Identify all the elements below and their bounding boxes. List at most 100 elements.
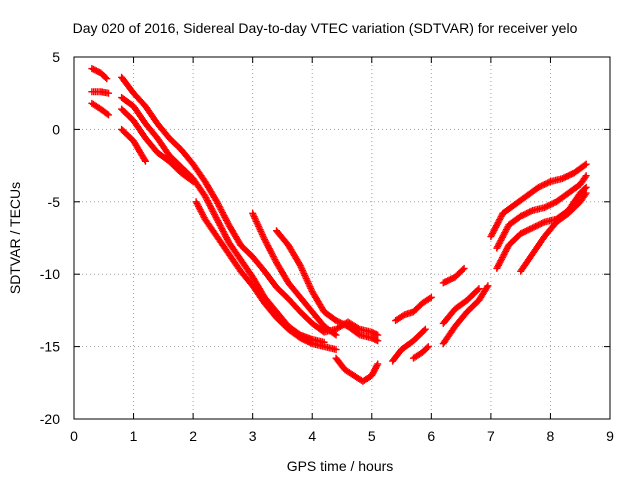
data-point <box>496 238 504 246</box>
y-tick-label: -10 <box>40 266 60 282</box>
data-point <box>498 235 506 243</box>
data-series <box>88 65 590 385</box>
data-point <box>582 172 590 180</box>
data-point <box>299 268 307 276</box>
data-point <box>305 281 313 289</box>
y-tick-label: -20 <box>40 411 60 427</box>
data-point <box>492 223 500 231</box>
data-point <box>209 207 217 215</box>
data-point <box>215 202 223 210</box>
data-point <box>258 229 266 237</box>
data-point <box>424 343 432 351</box>
data-point <box>211 212 219 220</box>
data-point <box>501 229 509 237</box>
data-point <box>304 278 312 286</box>
data-point <box>213 215 221 223</box>
data-point <box>488 231 496 239</box>
data-point <box>500 251 508 259</box>
data-point <box>266 246 274 254</box>
data-point <box>459 266 467 274</box>
data-point <box>261 235 269 243</box>
data-point <box>195 203 203 211</box>
data-point <box>221 213 229 221</box>
data-point <box>102 74 110 82</box>
data-point <box>214 199 222 207</box>
data-point <box>295 260 303 268</box>
data-point <box>498 254 506 262</box>
data-point <box>141 156 149 164</box>
data-point <box>193 199 201 207</box>
data-point <box>502 226 510 234</box>
data-point <box>427 293 435 301</box>
data-point <box>199 210 207 218</box>
data-point <box>253 219 261 227</box>
data-point <box>426 294 434 302</box>
data-point <box>305 279 312 287</box>
x-tick-label: 1 <box>130 428 138 444</box>
data-point <box>297 263 305 271</box>
data-point <box>262 239 270 247</box>
data-point <box>487 233 495 241</box>
data-point <box>222 215 230 223</box>
data-point <box>484 282 492 290</box>
x-tick-label: 2 <box>189 428 197 444</box>
data-point <box>210 209 218 217</box>
data-point <box>581 161 589 169</box>
data-point <box>194 201 202 209</box>
data-point <box>300 270 308 278</box>
series-arc-13 <box>392 293 435 325</box>
data-point <box>221 231 229 239</box>
data-point <box>198 209 206 217</box>
y-axis-label: SDTVAR / TECUs <box>7 182 23 294</box>
data-point <box>254 221 262 229</box>
data-point <box>250 213 258 221</box>
data-point <box>196 206 204 214</box>
data-point <box>255 222 263 230</box>
data-point <box>207 204 215 212</box>
data-point <box>420 326 428 334</box>
data-point <box>260 234 268 242</box>
series-arc-17 <box>439 285 483 327</box>
data-point <box>494 241 502 249</box>
x-tick-label: 0 <box>70 428 78 444</box>
data-point <box>475 285 483 293</box>
data-point <box>497 236 505 244</box>
data-point <box>421 325 429 333</box>
data-point <box>494 261 502 269</box>
data-point <box>264 242 272 250</box>
data-point <box>265 243 273 251</box>
data-point <box>252 216 260 224</box>
data-point <box>258 231 266 239</box>
data-point <box>203 195 211 203</box>
data-point <box>490 226 498 234</box>
plot-border <box>73 56 611 420</box>
series-arc-2 <box>88 88 113 97</box>
data-point <box>216 204 224 212</box>
axis-ticks: 0 1 2 3 4 5 6 7 8 9 5 0 -5 -10 -15 -20 <box>40 49 614 444</box>
data-point <box>302 275 310 283</box>
data-point <box>496 216 504 224</box>
data-point <box>307 284 315 292</box>
data-point <box>205 200 213 208</box>
data-point <box>263 240 271 248</box>
data-point <box>195 204 203 212</box>
data-point <box>495 240 503 248</box>
chart-title: Day 020 of 2016, Sidereal Day-to-day VTE… <box>73 20 578 36</box>
data-point <box>502 246 510 254</box>
data-point <box>222 216 230 224</box>
data-point <box>332 345 340 353</box>
data-point <box>497 257 505 265</box>
data-point <box>212 214 220 222</box>
data-point <box>501 249 509 257</box>
data-point <box>423 344 431 352</box>
data-point <box>223 235 231 243</box>
data-point <box>502 227 510 235</box>
data-point <box>301 271 309 279</box>
x-axis-label: GPS time / hours <box>287 458 394 474</box>
data-point <box>261 237 269 245</box>
data-point <box>503 224 511 232</box>
data-point <box>496 214 504 222</box>
data-point <box>270 254 278 262</box>
data-point <box>373 361 381 369</box>
data-point <box>223 218 231 226</box>
